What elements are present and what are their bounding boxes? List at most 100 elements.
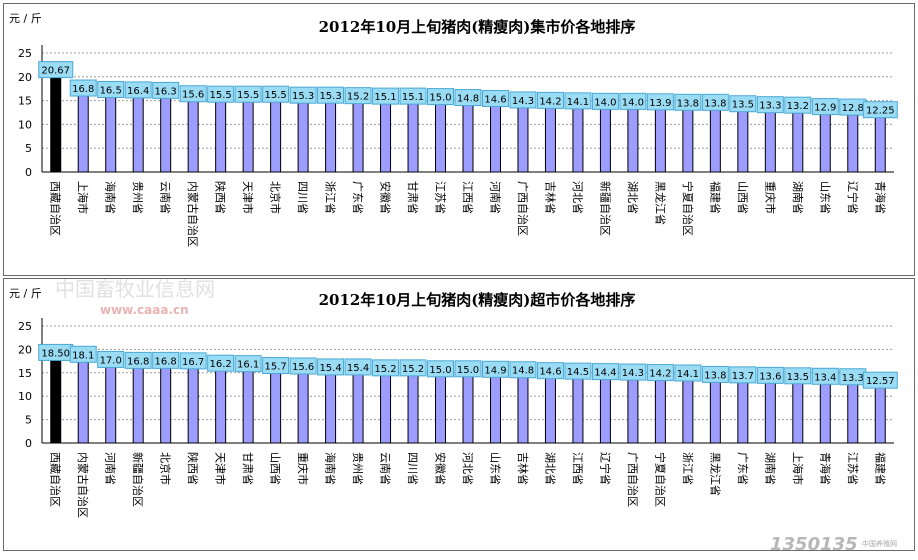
bar	[297, 98, 309, 173]
top-panel-border	[3, 3, 915, 276]
bar	[792, 108, 804, 173]
data-label-box	[756, 96, 784, 114]
category-label: 广东省	[351, 181, 364, 214]
data-label: 13.8	[677, 98, 699, 109]
bar	[297, 369, 309, 444]
data-label: 14.6	[484, 95, 506, 106]
category-label: 西藏自治区	[49, 181, 63, 236]
data-label-box	[646, 364, 674, 382]
category-label: 广西自治区	[626, 452, 640, 507]
category-label: 内蒙古自治区	[76, 452, 90, 518]
data-label: 13.3	[842, 373, 864, 384]
data-label-box	[619, 363, 647, 381]
bar	[407, 99, 419, 173]
watermark-corner-logo: 1350135	[770, 534, 858, 555]
data-label-box	[862, 371, 898, 389]
data-label-box	[811, 98, 839, 116]
data-label: 16.8	[127, 356, 149, 367]
bar	[215, 97, 227, 173]
category-label: 湖南省	[791, 181, 804, 214]
data-label-box	[564, 362, 592, 380]
bar	[325, 370, 337, 444]
data-label: 13.9	[649, 98, 671, 109]
data-label: 14.2	[539, 96, 561, 107]
data-label: 13.4	[814, 372, 836, 383]
data-label: 14.8	[512, 366, 534, 377]
bar	[77, 357, 89, 444]
data-label: 18.50	[41, 348, 70, 359]
bar	[77, 91, 89, 173]
data-label-box	[179, 352, 207, 370]
data-label-box	[701, 365, 729, 383]
data-label-box	[234, 355, 262, 373]
data-label: 14.0	[622, 97, 644, 108]
data-label-box	[811, 367, 839, 385]
bar	[489, 102, 501, 173]
bar	[709, 105, 721, 173]
chart-title: 2012年10月上旬猪肉(精瘦肉)超市价各地排序	[319, 291, 636, 309]
bar	[654, 376, 666, 444]
data-label: 12.8	[842, 103, 864, 114]
category-label: 浙江省	[681, 452, 694, 485]
data-label-box	[69, 79, 97, 97]
category-label: 江苏省	[846, 452, 859, 485]
data-label: 15.4	[347, 363, 369, 374]
data-label-box	[427, 88, 455, 106]
bar	[572, 104, 584, 173]
bar	[819, 379, 831, 444]
data-label: 16.4	[127, 86, 149, 97]
data-label-box	[262, 85, 290, 103]
data-label-box	[317, 86, 345, 104]
bar	[627, 104, 639, 173]
data-label-box	[344, 87, 372, 105]
y-tick-label: 15	[18, 95, 32, 108]
y-tick-label: 10	[18, 390, 32, 403]
data-label-box	[536, 362, 564, 380]
bar	[242, 97, 254, 173]
data-label-box	[124, 351, 152, 369]
watermark-site-url: www.caaa.cn	[100, 303, 189, 317]
category-label: 黑龙江省	[653, 181, 666, 225]
category-label: 新疆自治区	[598, 181, 612, 236]
data-label-box	[399, 359, 427, 377]
category-label: 辽宁省	[598, 452, 612, 485]
data-label: 15.2	[402, 364, 424, 375]
data-label: 15.7	[264, 362, 286, 373]
data-label: 14.1	[677, 369, 699, 380]
category-label: 山西省	[736, 181, 749, 214]
data-label: 12.9	[814, 103, 836, 114]
data-label-box	[756, 366, 784, 384]
data-label-box	[646, 93, 674, 111]
bar	[160, 93, 172, 173]
bar	[160, 363, 172, 444]
data-label: 14.8	[457, 94, 479, 105]
category-label: 云南省	[159, 181, 172, 214]
bar	[572, 374, 584, 444]
category-label: 黑龙江省	[708, 452, 721, 496]
data-label-box	[701, 93, 729, 111]
data-label: 16.3	[155, 86, 177, 97]
category-label: 湖南省	[763, 452, 776, 485]
data-label: 15.1	[374, 92, 396, 103]
data-label-box	[289, 357, 317, 375]
data-label: 13.7	[732, 371, 754, 382]
bar	[874, 383, 886, 444]
data-label: 20.67	[41, 66, 70, 77]
data-label-box	[784, 96, 812, 114]
bar	[737, 378, 749, 444]
bar	[764, 108, 776, 173]
data-label-box	[481, 90, 509, 108]
data-label-box	[454, 360, 482, 378]
bar	[819, 110, 831, 173]
data-label: 13.3	[759, 101, 781, 112]
data-label-box	[372, 87, 400, 105]
category-label: 江苏省	[434, 181, 447, 214]
data-label-box	[399, 87, 427, 105]
data-label-box	[481, 360, 509, 378]
category-label: 海南省	[324, 452, 338, 485]
category-label: 河南省	[488, 181, 501, 214]
bar	[215, 366, 227, 444]
bar	[792, 379, 804, 444]
bar	[50, 73, 62, 173]
bar	[544, 374, 556, 444]
